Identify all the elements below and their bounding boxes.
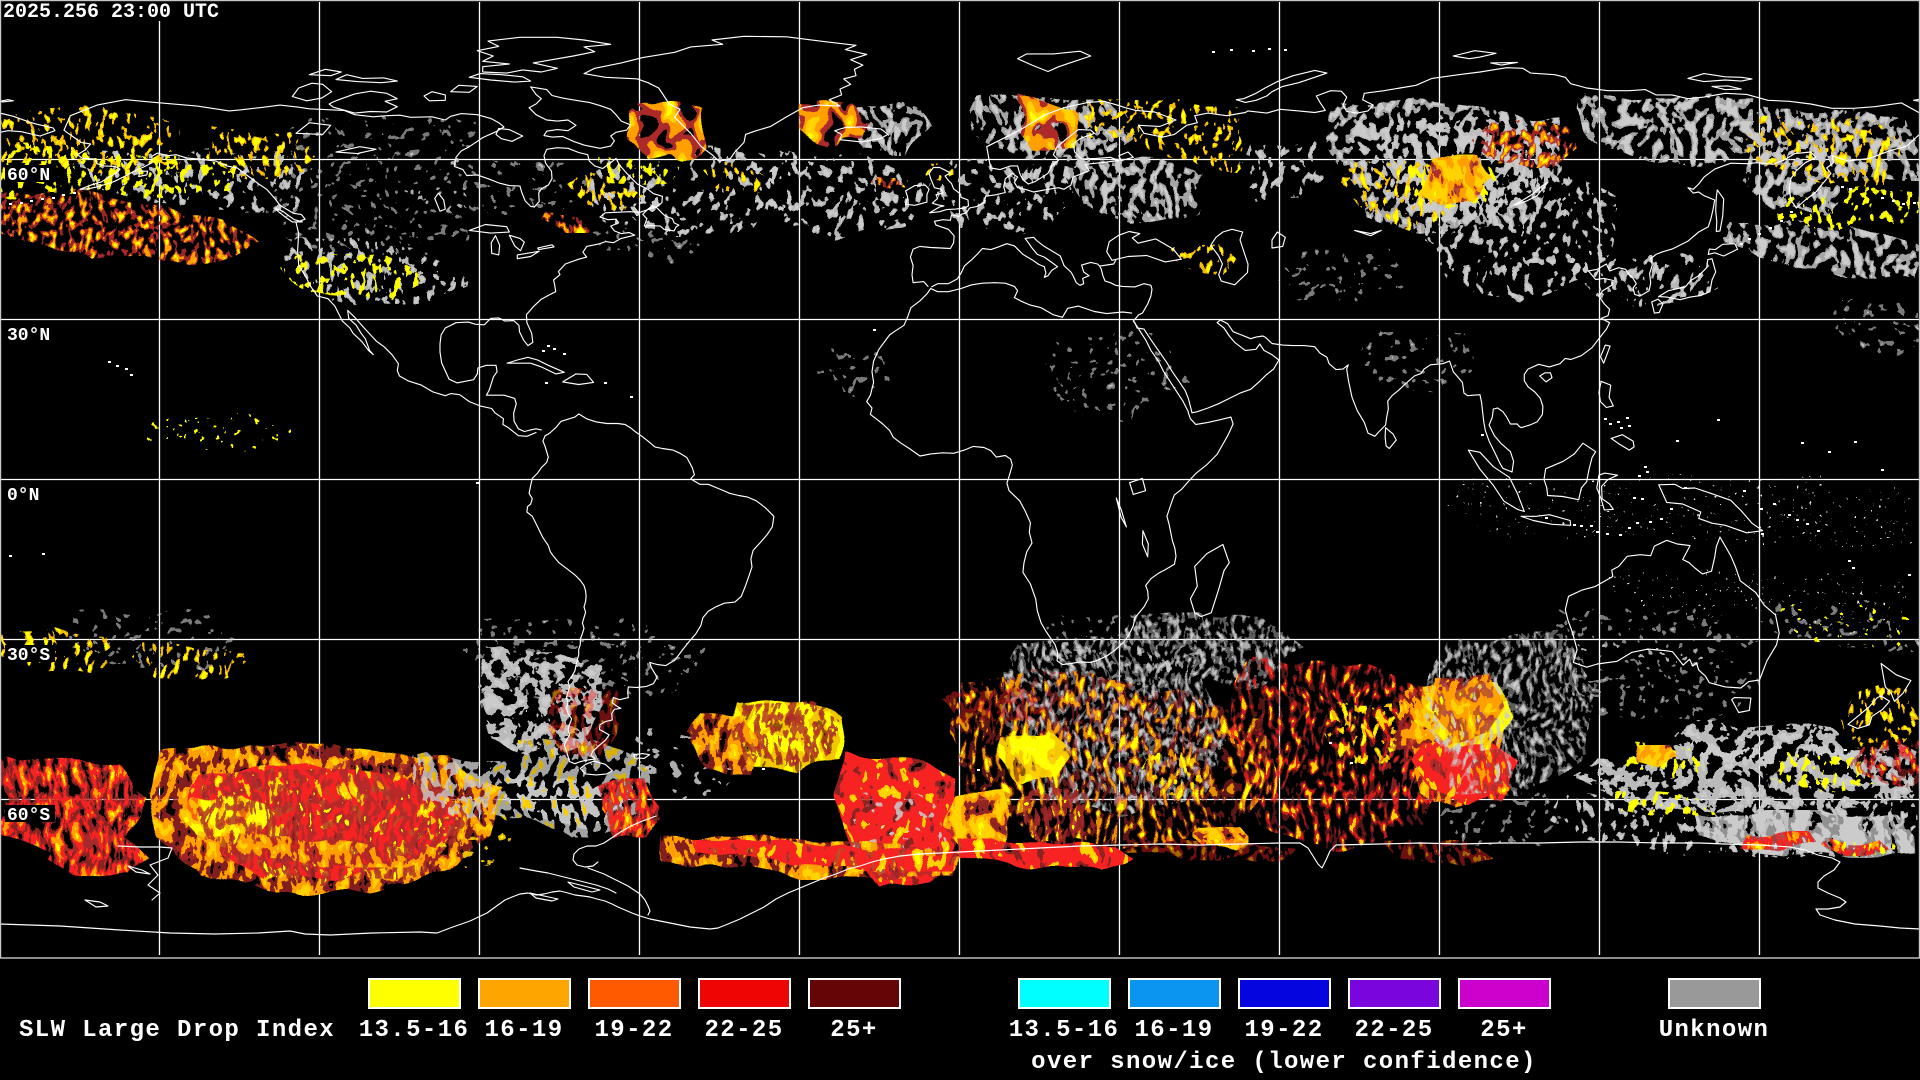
svg-text:30°N: 30°N [7,326,50,346]
svg-text:30°S: 30°S [7,646,50,666]
svg-text:13.5-16: 13.5-16 [1009,1017,1120,1044]
svg-text:SLW Large Drop Index: SLW Large Drop Index [19,1017,335,1044]
svg-text:25+: 25+ [830,1017,877,1044]
svg-text:22-25: 22-25 [1354,1017,1433,1044]
svg-text:25+: 25+ [1480,1017,1527,1044]
svg-text:over snow/ice (lower confidenc: over snow/ice (lower confidence) [1031,1049,1537,1076]
svg-text:16-19: 16-19 [1134,1017,1213,1044]
svg-text:22-25: 22-25 [704,1017,783,1044]
svg-text:Unknown: Unknown [1659,1017,1770,1044]
svg-text:2025.256 23:00 UTC: 2025.256 23:00 UTC [3,1,219,24]
svg-text:16-19: 16-19 [484,1017,563,1044]
svg-text:13.5-16: 13.5-16 [359,1017,470,1044]
svg-text:0°N: 0°N [7,486,39,506]
svg-text:19-22: 19-22 [594,1017,673,1044]
svg-text:60°S: 60°S [7,806,50,826]
svg-text:19-22: 19-22 [1244,1017,1323,1044]
svg-text:60°N: 60°N [7,166,50,186]
